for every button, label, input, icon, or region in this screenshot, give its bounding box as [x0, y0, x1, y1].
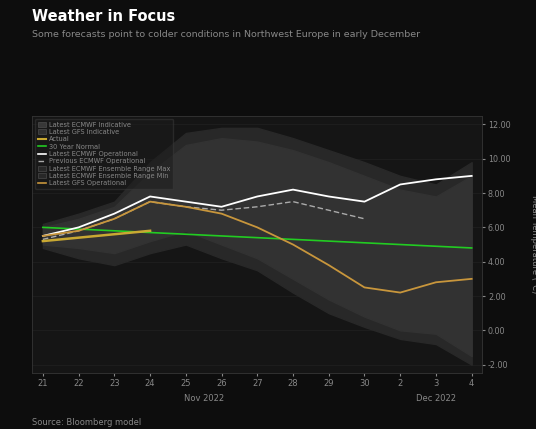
Text: Some forecasts point to colder conditions in Northwest Europe in early December: Some forecasts point to colder condition…: [32, 30, 420, 39]
Legend: Latest ECMWF Indicative, Latest GFS Indicative, Actual, 30 Year Normal, Latest E: Latest ECMWF Indicative, Latest GFS Indi…: [35, 119, 173, 189]
Text: Source: Bloomberg model: Source: Bloomberg model: [32, 418, 142, 427]
Text: Nov 2022: Nov 2022: [184, 394, 224, 403]
Text: Weather in Focus: Weather in Focus: [32, 9, 175, 24]
Text: Dec 2022: Dec 2022: [416, 394, 456, 403]
Y-axis label: Mean Temperature (°C): Mean Temperature (°C): [530, 195, 536, 294]
